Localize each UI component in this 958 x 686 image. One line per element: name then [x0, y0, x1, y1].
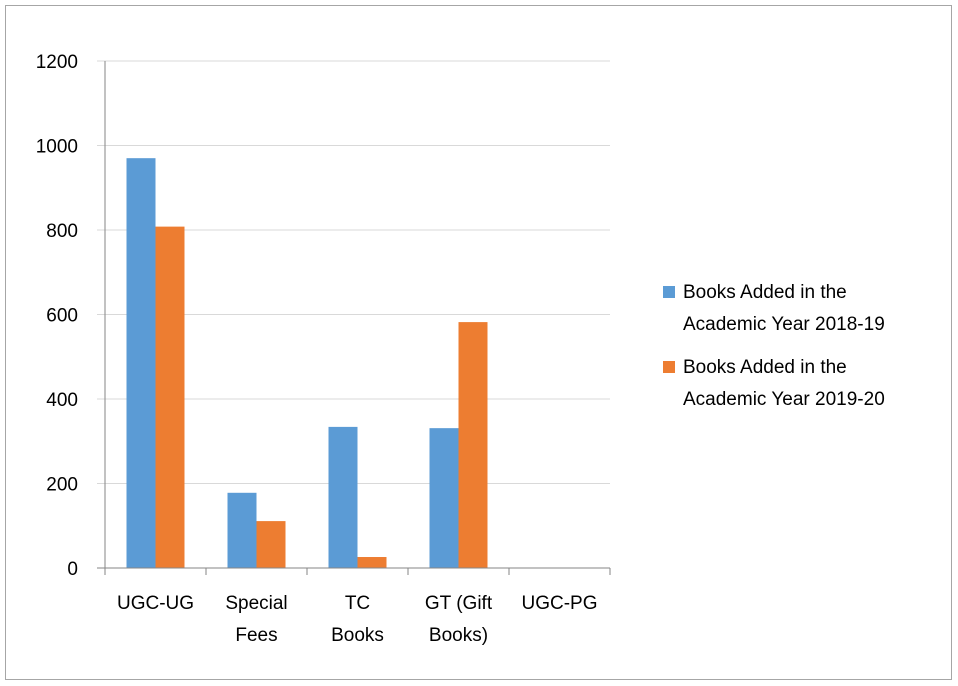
y-tick-label: 1200 — [36, 52, 78, 73]
y-tick-label: 400 — [46, 390, 78, 411]
bar — [357, 557, 387, 568]
legend-swatch — [663, 361, 675, 373]
bar — [227, 492, 257, 568]
x-tick-label: UGC-UG — [117, 593, 194, 614]
legend-label: Books Added in the Academic Year 2018-19 — [683, 282, 885, 335]
bar — [155, 226, 185, 568]
bar — [256, 521, 286, 568]
x-tick-label: Special Fees — [225, 593, 287, 646]
y-tick-label: 800 — [46, 221, 78, 242]
legend-swatch — [663, 286, 675, 298]
bar — [126, 158, 156, 569]
x-tick-label: TC Books — [331, 593, 384, 646]
y-tick-label: 200 — [46, 475, 78, 496]
x-tick-label: GT (Gift Books) — [425, 593, 493, 646]
legend-label: Books Added in the Academic Year 2019-20 — [683, 357, 885, 410]
bar — [429, 428, 459, 568]
y-tick-label: 0 — [67, 559, 78, 580]
x-tick-label: UGC-PG — [522, 593, 598, 614]
y-tick-label: 1000 — [36, 137, 78, 158]
bar — [458, 322, 488, 568]
y-tick-label: 600 — [46, 306, 78, 327]
bar — [328, 426, 358, 568]
